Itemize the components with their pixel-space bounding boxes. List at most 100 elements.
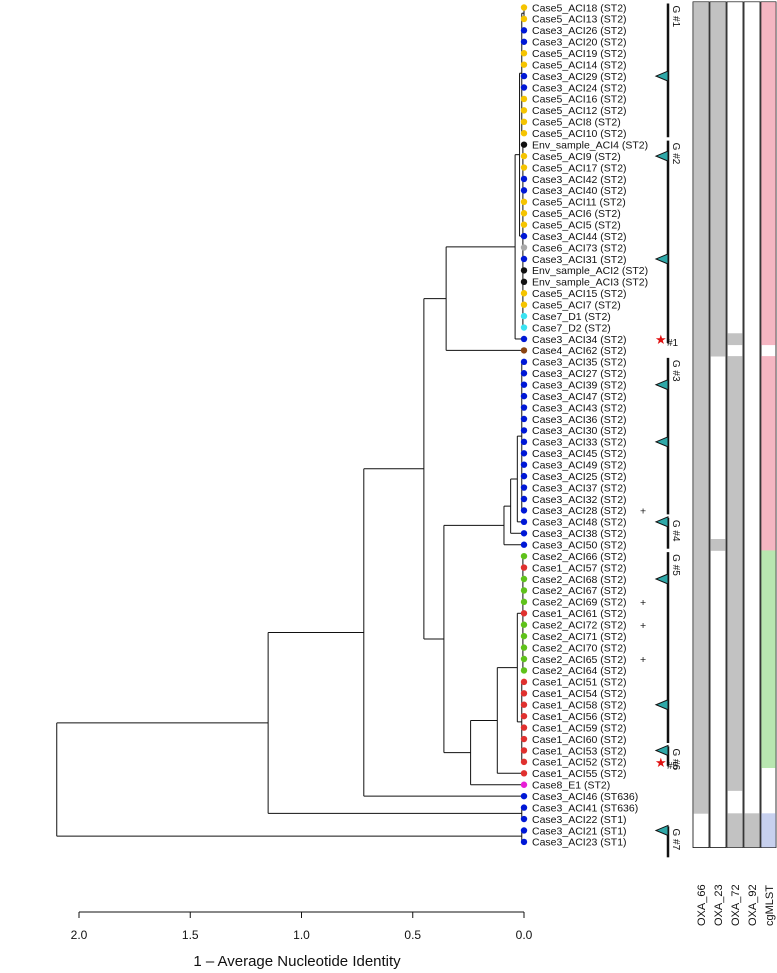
tree-tip: Case3_ACI40 (ST2) xyxy=(520,185,627,197)
cgmlst-cell xyxy=(761,276,776,288)
cgmlst-cell xyxy=(761,721,776,734)
tip-point xyxy=(520,770,528,777)
gene-present-cell xyxy=(710,1,726,14)
group-label: G #3 xyxy=(670,360,681,382)
cgmlst-cell xyxy=(761,47,776,60)
tree-tip: Case2_ACI71 (ST2) xyxy=(520,631,627,643)
tip-label: Case3_ACI32 (ST2) xyxy=(532,494,627,506)
gene-present-cell xyxy=(693,298,709,311)
gene-present-cell xyxy=(693,676,709,688)
tree-tip: Case8_E1 (ST2) xyxy=(520,780,610,792)
tree-tip: Case3_ACI33 (ST2) xyxy=(520,437,627,449)
tree-tip: Case2_ACI68 (ST2) xyxy=(520,574,627,586)
cgmlst-cell xyxy=(761,630,776,643)
gene-column-label: OXA_72 xyxy=(730,884,742,926)
group-bracket: G #3 xyxy=(666,357,681,515)
tip-point xyxy=(520,495,528,503)
tree-tip: Case7_D2 (ST2) xyxy=(520,322,611,334)
cgmlst-cell xyxy=(761,699,776,711)
tip-label: Case3_ACI49 (ST2) xyxy=(532,460,627,472)
tip-label: Case3_ACI40 (ST2) xyxy=(532,185,627,197)
tip-label: Case8_E1 (ST2) xyxy=(532,780,610,792)
tree-tip: Case3_ACI27 (ST2) xyxy=(520,368,627,380)
gene-present-cell xyxy=(710,298,726,311)
cgmlst-cell xyxy=(761,367,776,380)
gene-present-cell xyxy=(710,218,726,231)
gene-present-cell xyxy=(727,584,743,597)
tip-point xyxy=(520,564,528,571)
triangle-marker-icon xyxy=(654,573,669,585)
tip-point xyxy=(520,324,528,331)
gene-present-cell xyxy=(693,699,709,711)
tip-label: Case1_ACI59 (ST2) xyxy=(532,722,627,734)
gene-present-cell xyxy=(693,458,709,471)
cgmlst-cell xyxy=(761,756,776,768)
tree-branches xyxy=(56,7,525,843)
tip-label: Case2_ACI69 (ST2) xyxy=(532,597,627,609)
gene-present-cell xyxy=(693,801,709,814)
gene-present-cell xyxy=(693,321,709,334)
tree-tip: Case7_D1 (ST2) xyxy=(520,311,611,323)
tree-tip: Case5_ACI17 (ST2) xyxy=(520,162,627,174)
tree-tip: Case3_ACI46 (ST636) xyxy=(520,791,638,803)
tree-tip: Case2_ACI64 (ST2) xyxy=(520,665,627,677)
tip-point xyxy=(520,427,528,434)
gene-present-cell xyxy=(727,550,743,563)
gene-present-cell xyxy=(710,150,726,163)
star-label: #5 xyxy=(667,761,679,772)
cgmlst-cell xyxy=(761,641,776,654)
tree-tip: Case1_ACI55 (ST2) xyxy=(520,768,627,780)
cgmlst-label: cgMLST xyxy=(764,885,776,926)
gene-present-cell xyxy=(710,104,726,117)
tip-label: Case5_ACI5 (ST2) xyxy=(532,219,621,231)
gene-present-cell xyxy=(693,550,709,563)
tree-tip: Case3_ACI39 (ST2) xyxy=(520,379,627,391)
cgmlst-cell xyxy=(761,24,776,37)
gene-present-cell xyxy=(710,161,726,174)
cgmlst-cell xyxy=(761,116,776,128)
tip-point xyxy=(520,4,528,11)
tree-tip: Case3_ACI37 (ST2) xyxy=(520,482,627,494)
cgmlst-cell xyxy=(761,493,776,506)
gene-present-cell xyxy=(693,70,709,83)
cgmlst-cell xyxy=(761,36,776,48)
gene-present-cell xyxy=(693,538,709,551)
gene-present-cell xyxy=(693,1,709,14)
tip-label: Case5_ACI8 (ST2) xyxy=(532,117,621,129)
tip-point xyxy=(520,232,528,240)
gene-present-cell xyxy=(727,767,743,780)
tree-tip: Case3_ACI23 (ST1) xyxy=(520,837,627,849)
gene-present-cell xyxy=(710,344,726,357)
gene-present-cell xyxy=(693,264,709,277)
gene-present-cell xyxy=(744,836,760,849)
cgmlst-cell xyxy=(761,230,776,243)
gene-present-cell xyxy=(693,356,709,368)
tree-tip: Case3_ACI45 (ST2) xyxy=(520,448,627,460)
gene-present-cell xyxy=(727,378,743,391)
gene-present-cell xyxy=(693,573,709,586)
gene-present-cell xyxy=(710,184,726,197)
group-label: G #1 xyxy=(670,6,681,28)
tree-tip: Case5_ACI15 (ST2) xyxy=(520,288,627,300)
gene-present-cell xyxy=(727,756,743,768)
tip-label: Case3_ACI50 (ST2) xyxy=(532,540,627,552)
gene-present-cell xyxy=(727,516,743,528)
cgmlst-cell xyxy=(761,596,776,608)
gene-present-cell xyxy=(693,378,709,391)
tree-tip: Case3_ACI25 (ST2) xyxy=(520,471,627,483)
gene-present-cell xyxy=(693,161,709,174)
gene-present-cell xyxy=(710,138,726,151)
tip-point xyxy=(520,724,528,731)
gene-present-cell xyxy=(693,447,709,460)
gene-present-cell xyxy=(693,218,709,231)
x-axis-tick-label: 1.5 xyxy=(182,928,199,942)
gene-column-outline xyxy=(709,1,727,848)
tip-point xyxy=(520,152,528,160)
gene-present-cell xyxy=(693,241,709,254)
tip-point xyxy=(520,552,528,560)
tree-tip: Env_sample_ACI2 (ST2) xyxy=(520,265,648,277)
gene-column-outline xyxy=(692,1,710,848)
gene-present-cell xyxy=(710,321,726,334)
tip-label: Case3_ACI47 (ST2) xyxy=(532,391,627,403)
